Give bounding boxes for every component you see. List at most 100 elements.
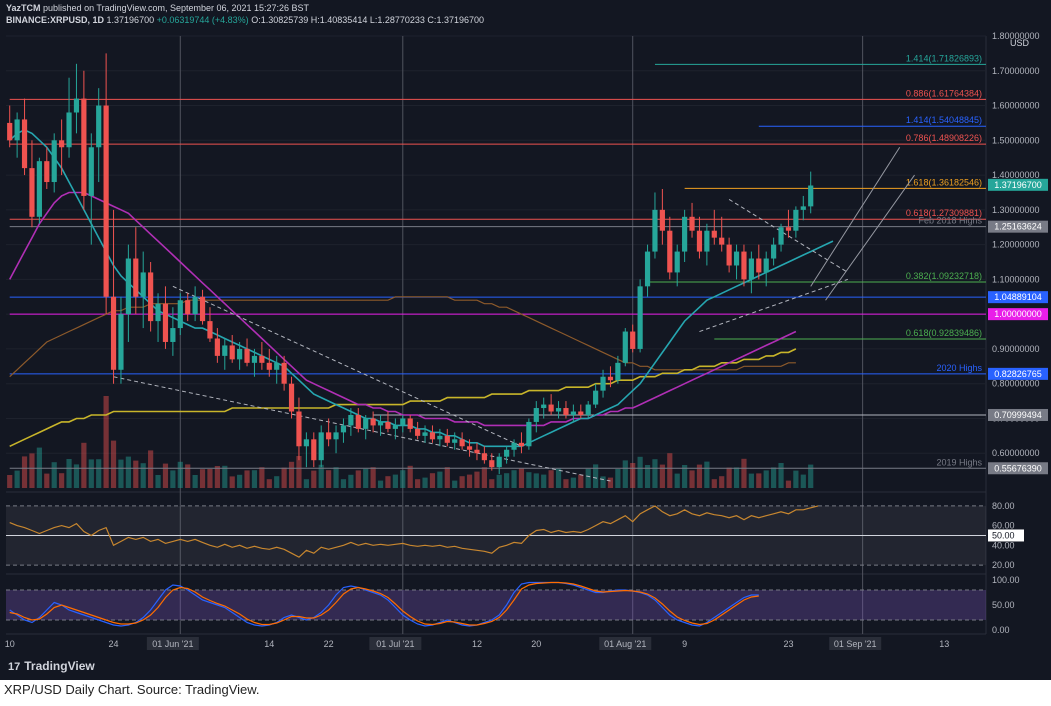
candle-body (741, 251, 747, 280)
volume-bar (303, 479, 309, 488)
volume-bar (214, 466, 220, 488)
candle-body (748, 258, 754, 280)
volume-bar (59, 473, 65, 488)
rsi-tick-label: 60.00 (992, 521, 1015, 531)
volume-bar (504, 473, 510, 488)
figure-caption: XRP/USD Daily Chart. Source: TradingView… (4, 682, 260, 697)
time-tick-label: 01 Aug '21 (604, 639, 646, 649)
candle-body (548, 404, 554, 412)
candle-body (170, 328, 176, 342)
trend-line (113, 376, 611, 482)
price-change: +0.06319744 (+4.83%) (156, 15, 249, 25)
time-tick-label: 12 (472, 639, 482, 649)
candle-body (251, 355, 258, 363)
volume-bar (711, 479, 717, 488)
channel-line (810, 146, 901, 287)
candle-body (785, 227, 792, 231)
candle-body (511, 442, 517, 450)
price-tag: 0.55676390 (994, 463, 1042, 473)
volume-bar (704, 461, 710, 488)
high-value: 1.40835414 (319, 15, 368, 25)
price-tick-label: 1.20000000 (992, 240, 1040, 250)
volume-bar (207, 469, 213, 488)
volume-bar (548, 470, 554, 488)
volume-bar (429, 473, 436, 488)
price-tick-label: 1.40000000 (992, 170, 1040, 180)
volume-bar (622, 460, 628, 488)
candle-body (733, 251, 740, 266)
level-label: 1.414(1.54048845) (906, 115, 982, 125)
stoch-tick-label: 100.00 (992, 575, 1020, 585)
candle-body (125, 258, 131, 315)
candle-body (808, 185, 814, 207)
candle-body (652, 209, 658, 252)
candle-body (600, 376, 606, 391)
volume-bar (259, 467, 265, 488)
candle-body (7, 122, 13, 141)
volume-bar (667, 453, 673, 488)
candle-body (719, 237, 725, 245)
candle-body (370, 418, 376, 426)
candle-body (73, 98, 80, 113)
stoch-band (6, 590, 986, 620)
volume-bar (719, 476, 725, 488)
volume-bar (637, 456, 643, 488)
chart-panel[interactable]: YazTCM published on TradingView.com, Sep… (0, 0, 1051, 680)
candle-body (659, 209, 665, 231)
volume-bar (266, 479, 272, 488)
candle-body (429, 432, 436, 440)
candle-body (44, 161, 50, 183)
price-tag: 0.82826765 (994, 369, 1042, 379)
volume-bar (741, 458, 747, 488)
volume-bar (474, 471, 480, 488)
volume-bar (377, 480, 384, 488)
candle-body (756, 258, 762, 273)
volume-bar (659, 464, 665, 488)
price-tick-label: 1.70000000 (992, 66, 1040, 76)
candle-body (585, 404, 591, 415)
candle-body (422, 432, 428, 436)
channel-line (825, 174, 915, 301)
volume-bar (415, 479, 421, 488)
volume-bar (689, 470, 695, 488)
rsi-line (9, 505, 819, 558)
volume-bar (682, 465, 688, 488)
time-tick-label: 10 (5, 639, 15, 649)
volume-bar (318, 464, 324, 488)
candle-body (118, 314, 124, 370)
price-tag-bg (988, 178, 1048, 191)
volume-bar (593, 464, 599, 488)
currency-label: USD (1010, 38, 1030, 48)
ma-slow-line (9, 296, 796, 378)
rsi-tick-label: 20.00 (992, 560, 1015, 570)
volume-bar (771, 467, 777, 488)
volume-bar (133, 460, 139, 488)
candle-body (148, 272, 154, 322)
candle-body (474, 449, 480, 454)
ma-fast-line (9, 129, 834, 448)
candle-body (311, 439, 317, 461)
candle-body (667, 230, 673, 273)
tradingview-logo[interactable]: 17 TradingView (8, 659, 95, 673)
volume-bar (733, 467, 740, 488)
rsi-tick-label: 80.00 (992, 501, 1015, 511)
rsi-tag-bg (988, 529, 1024, 542)
volume-bar (125, 456, 131, 488)
candle-body (229, 345, 235, 360)
level-label: 0.786(1.48908226) (906, 133, 982, 143)
candle-body (570, 411, 576, 415)
volume-bar (763, 470, 769, 488)
volume-bar (311, 470, 317, 488)
volume-bar (281, 467, 287, 488)
ohlc-legend: BINANCE:XRPUSD, 1D 1.37196700 +0.0631974… (6, 15, 484, 25)
candle-body (696, 230, 703, 252)
price-tag-bg (988, 308, 1048, 321)
candle-body (533, 408, 539, 422)
candle-body (340, 425, 347, 433)
volume-bar (103, 396, 109, 488)
volume-bar (7, 475, 13, 488)
candle-body (318, 432, 324, 461)
volume-bar (630, 463, 636, 488)
volume-bar (444, 467, 450, 488)
